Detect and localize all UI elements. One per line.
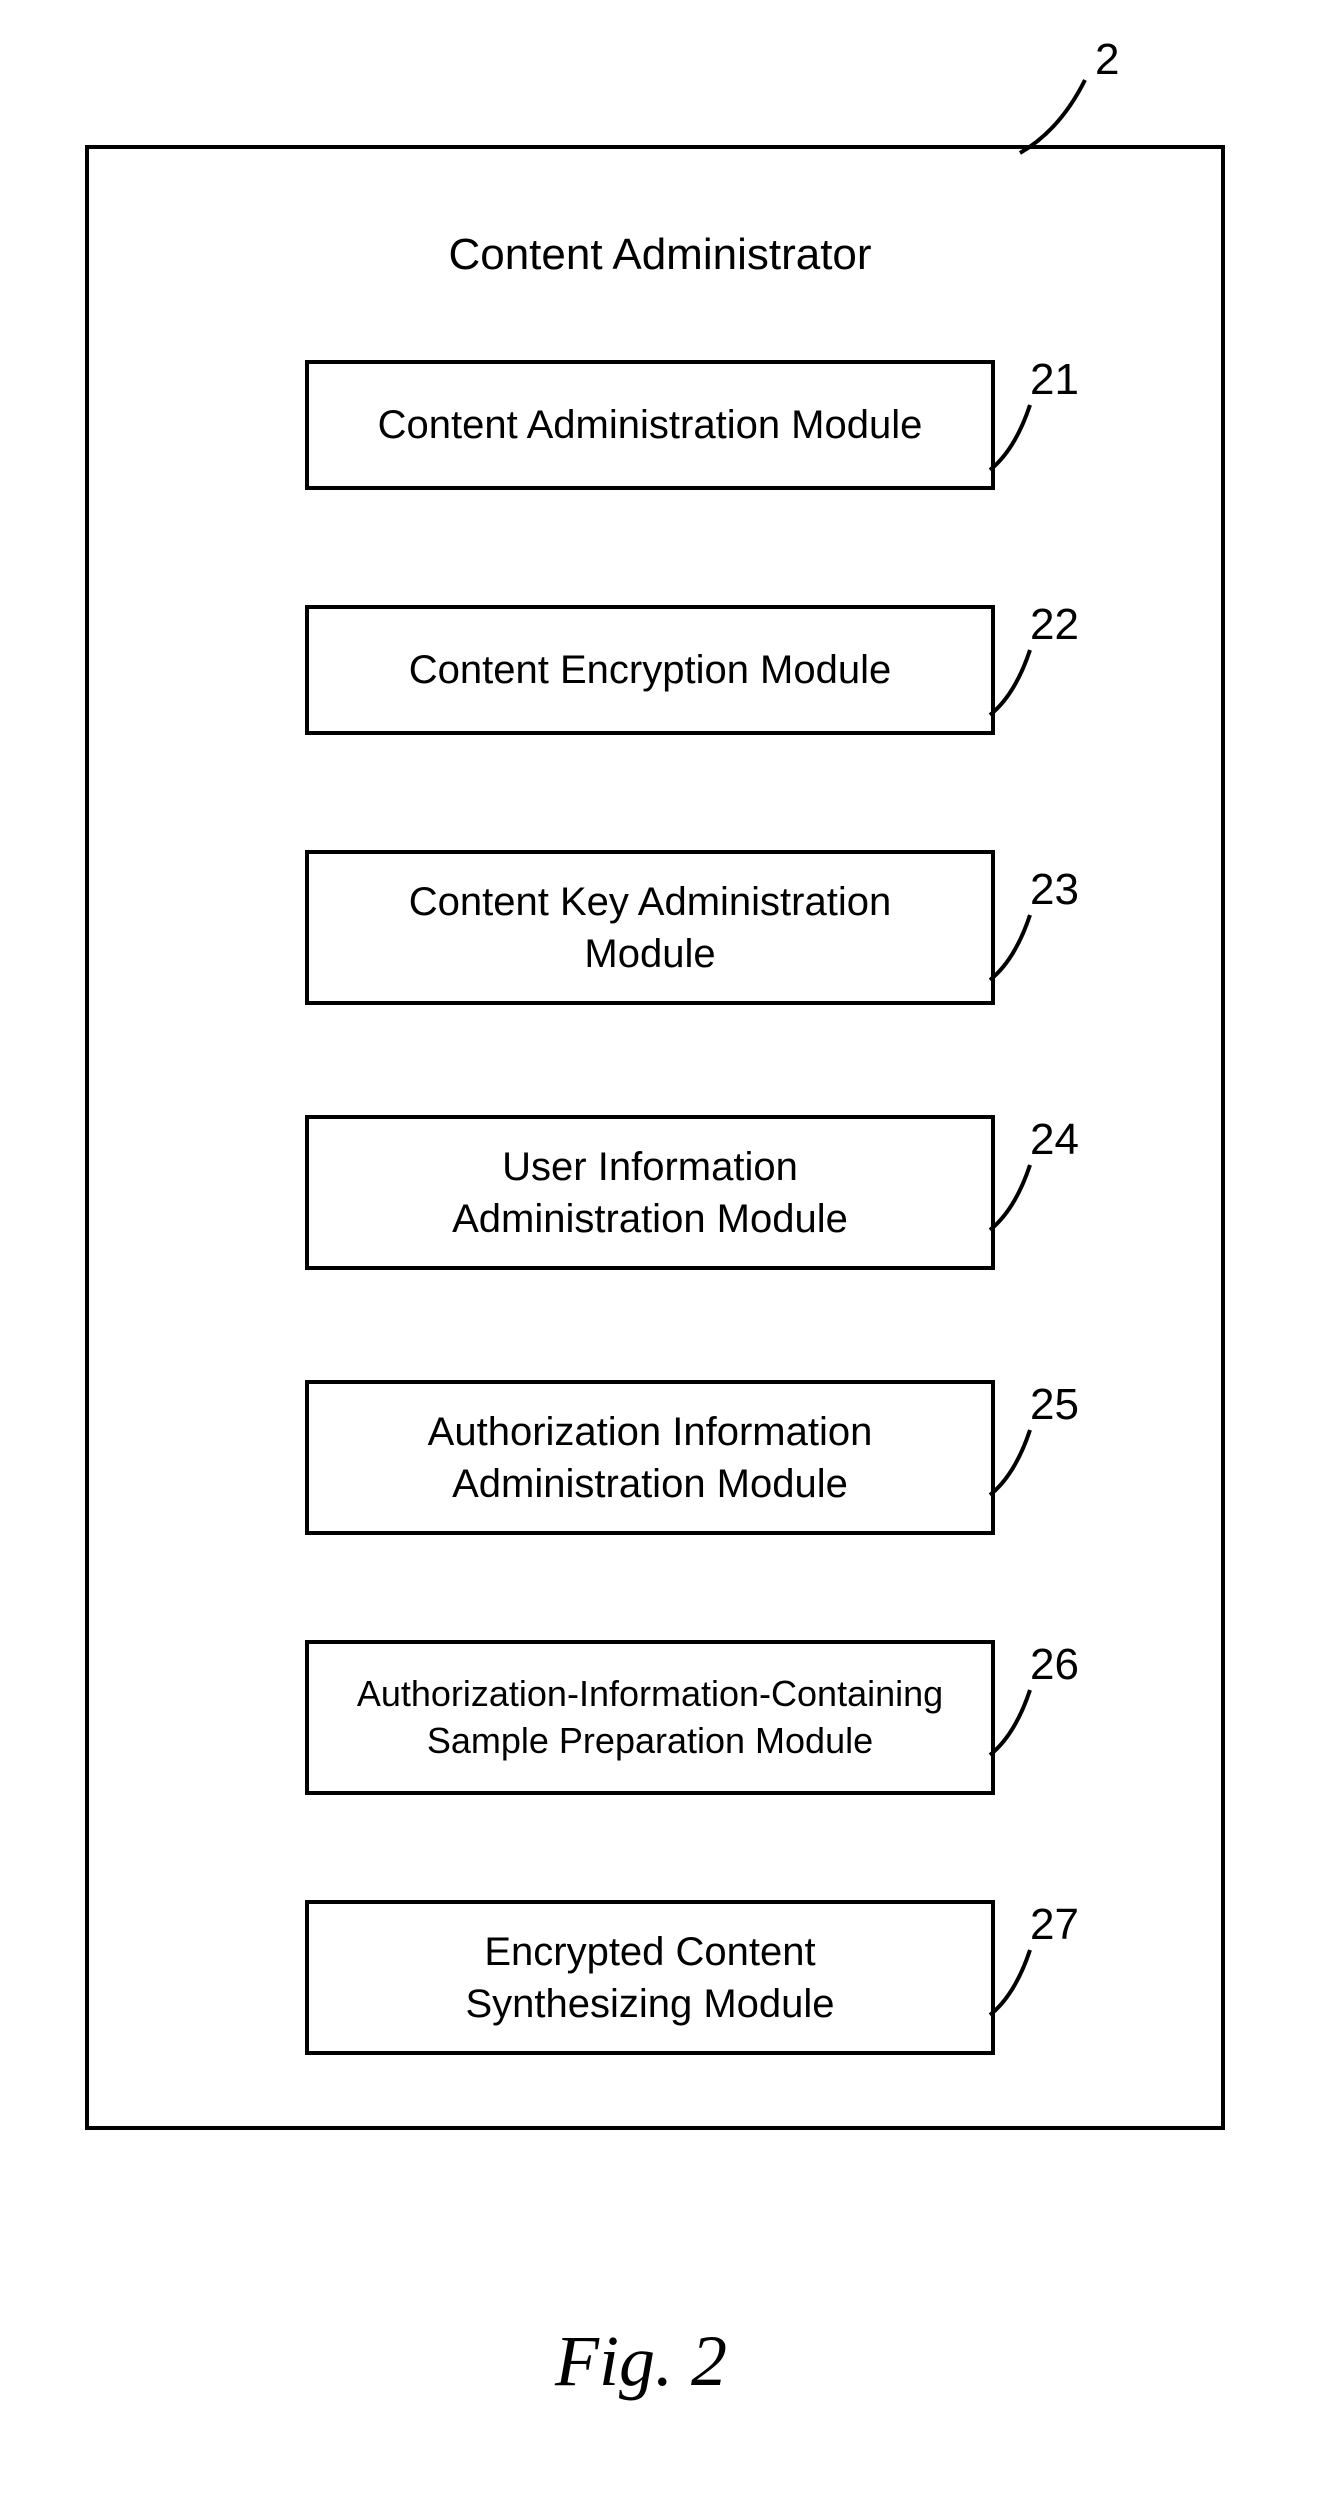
module-label-21: Content Administration Module bbox=[378, 399, 923, 451]
diagram-canvas: Content Administrator 2 Content Administ… bbox=[0, 0, 1330, 2497]
module-ref-23: 23 bbox=[1030, 865, 1079, 915]
module-box-21: Content Administration Module bbox=[305, 360, 995, 490]
outer-title: Content Administrator bbox=[300, 230, 1020, 280]
module-ref-27: 27 bbox=[1030, 1900, 1079, 1950]
module-ref-24: 24 bbox=[1030, 1115, 1079, 1165]
module-box-23: Content Key AdministrationModule bbox=[305, 850, 995, 1005]
module-label-24: User InformationAdministration Module bbox=[452, 1141, 848, 1245]
module-label-26: Authorization-Information-ContainingSamp… bbox=[357, 1671, 943, 1765]
module-ref-21: 21 bbox=[1030, 355, 1079, 405]
module-label-27: Encrypted ContentSynthesizing Module bbox=[465, 1926, 834, 2030]
figure-caption: Fig. 2 bbox=[555, 2320, 727, 2403]
module-label-23: Content Key AdministrationModule bbox=[409, 876, 891, 980]
outer-ref-number: 2 bbox=[1095, 35, 1119, 85]
module-ref-26: 26 bbox=[1030, 1640, 1079, 1690]
module-label-25: Authorization InformationAdministration … bbox=[428, 1406, 873, 1510]
module-box-22: Content Encryption Module bbox=[305, 605, 995, 735]
module-box-26: Authorization-Information-ContainingSamp… bbox=[305, 1640, 995, 1795]
module-box-24: User InformationAdministration Module bbox=[305, 1115, 995, 1270]
module-box-27: Encrypted ContentSynthesizing Module bbox=[305, 1900, 995, 2055]
module-box-25: Authorization InformationAdministration … bbox=[305, 1380, 995, 1535]
module-label-22: Content Encryption Module bbox=[409, 644, 892, 696]
module-ref-25: 25 bbox=[1030, 1380, 1079, 1430]
module-ref-22: 22 bbox=[1030, 600, 1079, 650]
